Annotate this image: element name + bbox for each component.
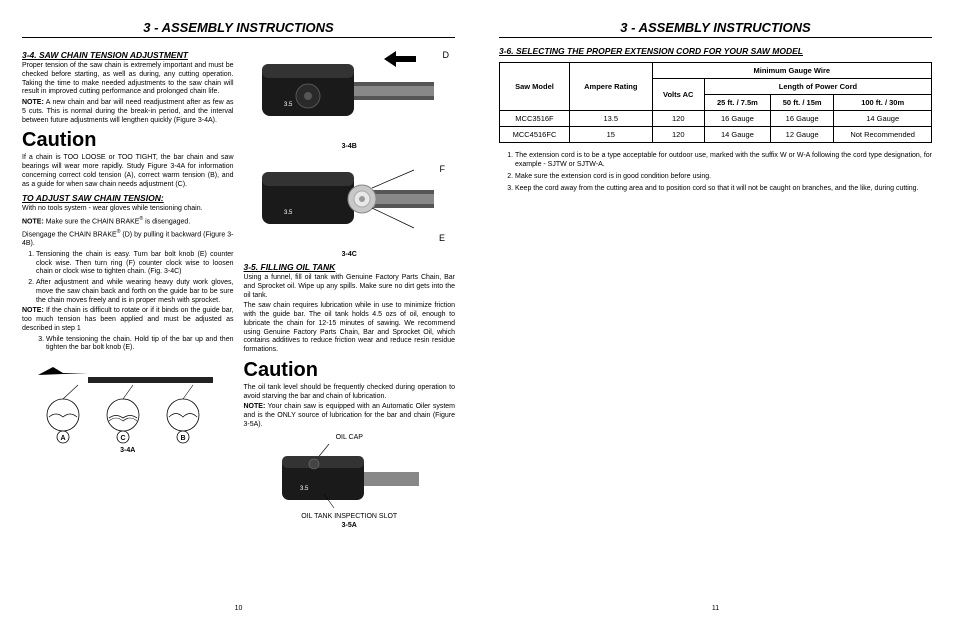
cell-g100-1: Not Recommended	[834, 127, 932, 143]
adjust-p2: Disengage the CHAIN BRAKE	[22, 231, 117, 238]
fig-3-4c-label: 3-4C	[244, 251, 456, 258]
adjust-step-2: After adjustment and while wearing heavy…	[36, 279, 234, 305]
adjust-p1: With no tools system - wear gloves while…	[22, 205, 234, 214]
cell-amp-0: 13.5	[569, 111, 652, 127]
th-ampere: Ampere Rating	[569, 63, 652, 111]
section-title-left: 3 - ASSEMBLY INSTRUCTIONS	[22, 20, 455, 38]
note-2-after: is disengaged.	[143, 218, 190, 225]
note-2: NOTE: Make sure the CHAIN BRAKE® is dise…	[22, 216, 234, 227]
subsection-3-4: 3-4. SAW CHAIN TENSION ADJUSTMENT	[22, 50, 234, 60]
th-volts: Volts AC	[652, 79, 704, 111]
cell-amp-1: 15	[569, 127, 652, 143]
page-right: 3 - ASSEMBLY INSTRUCTIONS 3-6. SELECTING…	[477, 0, 954, 618]
cell-g25-1: 14 Gauge	[704, 127, 770, 143]
page-num-left: 10	[235, 605, 243, 612]
cell-g25-0: 16 Gauge	[704, 111, 770, 127]
subsection-3-6: 3-6. SELECTING THE PROPER EXTENSION CORD…	[499, 46, 932, 56]
th-len-100: 100 ft. / 30m	[834, 95, 932, 111]
left-col-1: 3-4. SAW CHAIN TENSION ADJUSTMENT Proper…	[22, 46, 234, 533]
caution-2-text: The oil tank level should be frequently …	[244, 384, 456, 402]
adjust-p2-wrap: Disengage the CHAIN BRAKE® (D) by pullin…	[22, 229, 234, 249]
note-1-label: NOTE:	[22, 99, 44, 106]
extension-cord-table: Saw Model Ampere Rating Minimum Gauge Wi…	[499, 62, 932, 143]
p-3-5-1: Using a funnel, fill oil tank with Genui…	[244, 274, 456, 300]
note-2-text: Make sure the CHAIN BRAKE	[44, 218, 140, 225]
adjust-step-1: Tensioning the chain is easy. Turn bar b…	[36, 251, 234, 277]
note-4-text: Your chain saw is equipped with an Autom…	[244, 403, 456, 428]
cell-g50-1: 12 Gauge	[770, 127, 833, 143]
th-saw-model: Saw Model	[500, 63, 570, 111]
th-len-50: 50 ft. / 15m	[770, 95, 833, 111]
cord-note-1: The extension cord is to be a type accep…	[515, 151, 932, 169]
note-1-text: A new chain and bar will need readjustme…	[22, 99, 234, 124]
section-title-right: 3 - ASSEMBLY INSTRUCTIONS	[499, 20, 932, 38]
table-row: MCC4516FC 15 120 14 Gauge 12 Gauge Not R…	[500, 127, 932, 143]
svg-text:A: A	[60, 435, 65, 442]
svg-text:B: B	[180, 435, 185, 442]
letter-f: F	[440, 164, 446, 174]
table-row: MCC3516F 13.5 120 16 Gauge 16 Gauge 14 G…	[500, 111, 932, 127]
fig-3-5a-label: 3-5A	[244, 522, 456, 529]
letter-e: E	[439, 233, 445, 243]
cell-volts-0: 120	[652, 111, 704, 127]
note-3-label: NOTE:	[22, 307, 44, 314]
cell-g100-0: 14 Gauge	[834, 111, 932, 127]
note-4-label: NOTE:	[244, 403, 266, 410]
fig-3-4a-label: 3-4A	[22, 447, 234, 454]
left-col-2: 3.5 D 3-4B	[244, 46, 456, 533]
oil-slot-label: OIL TANK INSPECTION SLOT	[244, 513, 456, 520]
letter-d: D	[443, 50, 450, 60]
cell-model-1: MCC4516FC	[500, 127, 570, 143]
oil-cap-label: OIL CAP	[244, 434, 456, 441]
page-num-right: 11	[712, 605, 719, 612]
svg-text:3.5: 3.5	[284, 210, 293, 216]
adjust-step-3: While tensioning the chain. Hold tip of …	[46, 336, 234, 354]
p-3-4-intro: Proper tension of the saw chain is extre…	[22, 62, 234, 97]
th-len-25: 25 ft. / 7.5m	[704, 95, 770, 111]
svg-text:3.5: 3.5	[300, 486, 309, 492]
fig-3-4b-label: 3-4B	[244, 143, 456, 150]
figure-3-4c: 3.5	[254, 154, 444, 249]
cell-model-0: MCC3516F	[500, 111, 570, 127]
cord-note-3: Keep the cord away from the cutting area…	[515, 184, 932, 193]
th-length: Length of Power Cord	[704, 79, 931, 95]
adjust-steps-2: While tensioning the chain. Hold tip of …	[32, 336, 234, 354]
figure-3-4b: 3.5	[254, 46, 444, 141]
svg-text:3.5: 3.5	[284, 102, 293, 108]
subsection-3-5: 3-5. FILLING OIL TANK	[244, 262, 456, 272]
note-1: NOTE: A new chain and bar will need read…	[22, 99, 234, 125]
cell-g50-0: 16 Gauge	[770, 111, 833, 127]
note-3: NOTE: If the chain is difficult to rotat…	[22, 307, 234, 333]
svg-text:C: C	[120, 435, 125, 442]
caution-1-text: If a chain is TOO LOOSE or TOO TIGHT, th…	[22, 154, 234, 189]
p-3-5-2: The saw chain requires lubrication while…	[244, 302, 456, 355]
cord-note-2: Make sure the extension cord is in good …	[515, 172, 932, 181]
page-left: 3 - ASSEMBLY INSTRUCTIONS 3-4. SAW CHAIN…	[0, 0, 477, 618]
figure-3-5a: 3.5	[274, 442, 424, 512]
cell-volts-1: 120	[652, 127, 704, 143]
subsection-adjust: TO ADJUST SAW CHAIN TENSION:	[22, 193, 234, 203]
cord-notes: The extension cord is to be a type accep…	[499, 151, 932, 193]
figure-3-4a: A C B	[33, 355, 223, 445]
adjust-steps: Tensioning the chain is easy. Turn bar b…	[22, 251, 234, 306]
note-2-label: NOTE:	[22, 218, 44, 225]
caution-1: Caution	[22, 129, 234, 152]
note-3-text: If the chain is difficult to rotate or i…	[22, 307, 234, 332]
note-4: NOTE: Your chain saw is equipped with an…	[244, 403, 456, 429]
caution-2: Caution	[244, 359, 456, 382]
th-min-gauge: Minimum Gauge Wire	[652, 63, 931, 79]
